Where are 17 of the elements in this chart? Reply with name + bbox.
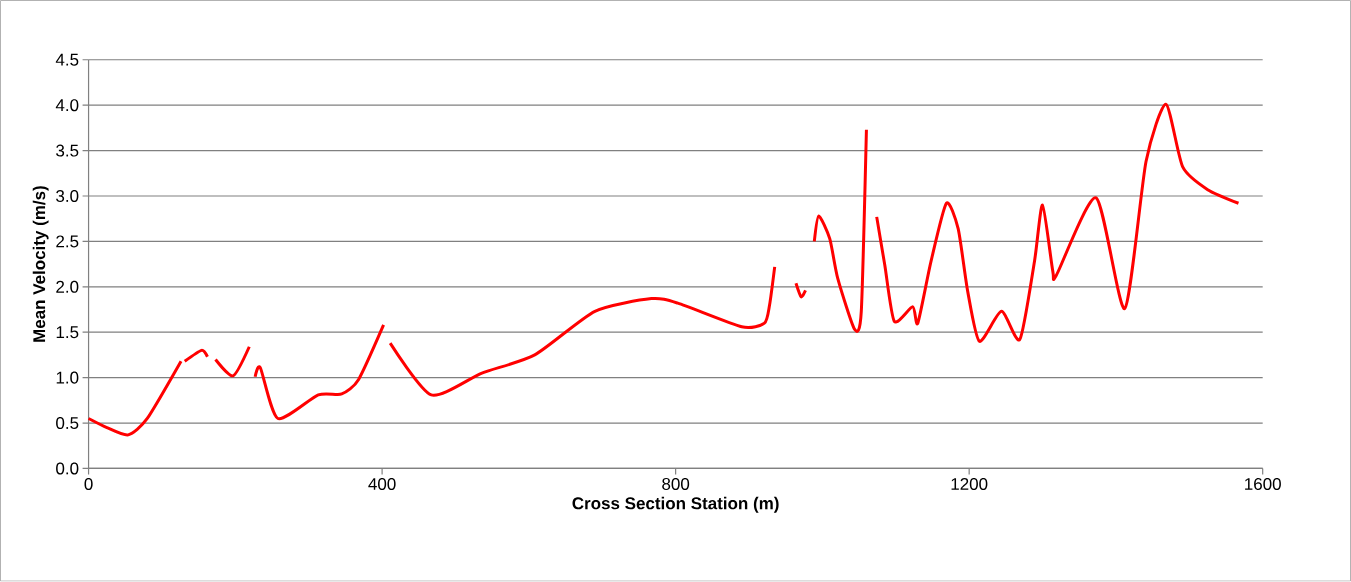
x-tick-label: 1200 xyxy=(951,478,988,491)
x-tick-label: 800 xyxy=(662,478,690,491)
y-tick-label: 3.0 xyxy=(56,190,79,203)
y-tick-label: 0.5 xyxy=(56,417,79,430)
y-tick-label: 1.5 xyxy=(56,326,79,339)
y-tick-label: 3.5 xyxy=(56,144,79,157)
y-tick-label: 0.0 xyxy=(56,462,79,475)
x-tick-label: 0 xyxy=(84,478,93,491)
y-tick-label: 1.0 xyxy=(56,371,79,384)
y-tick-label: 4.5 xyxy=(55,54,79,66)
y-axis-title: Mean Velocity (m/s) xyxy=(32,186,49,343)
x-axis-title: Cross Section Station (m) xyxy=(572,497,779,513)
x-tick-label: 1600 xyxy=(1245,478,1281,491)
y-tick-label: 4.0 xyxy=(55,99,79,112)
y-tick-label: 2.0 xyxy=(56,281,79,294)
y-tick-label: 2.5 xyxy=(56,235,79,248)
x-tick-label: 400 xyxy=(368,478,396,491)
